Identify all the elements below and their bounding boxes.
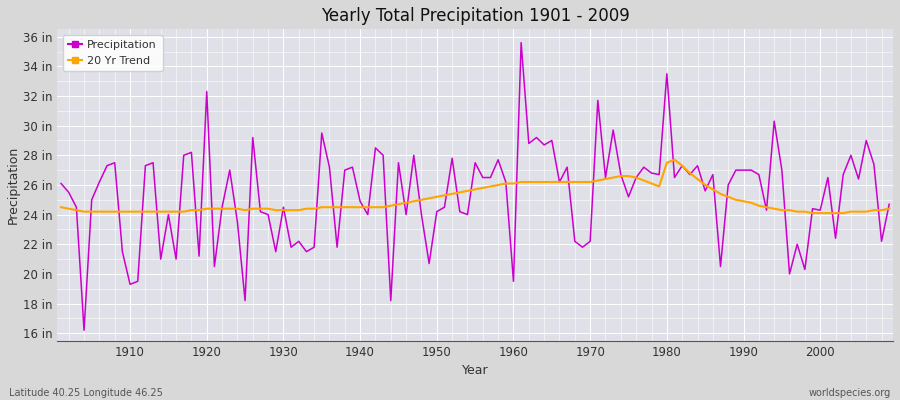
Legend: Precipitation, 20 Yr Trend: Precipitation, 20 Yr Trend xyxy=(63,35,163,72)
Title: Yearly Total Precipitation 1901 - 2009: Yearly Total Precipitation 1901 - 2009 xyxy=(320,7,629,25)
Y-axis label: Precipitation: Precipitation xyxy=(7,146,20,224)
Text: Latitude 40.25 Longitude 46.25: Latitude 40.25 Longitude 46.25 xyxy=(9,388,163,398)
Text: worldspecies.org: worldspecies.org xyxy=(809,388,891,398)
X-axis label: Year: Year xyxy=(462,364,489,377)
